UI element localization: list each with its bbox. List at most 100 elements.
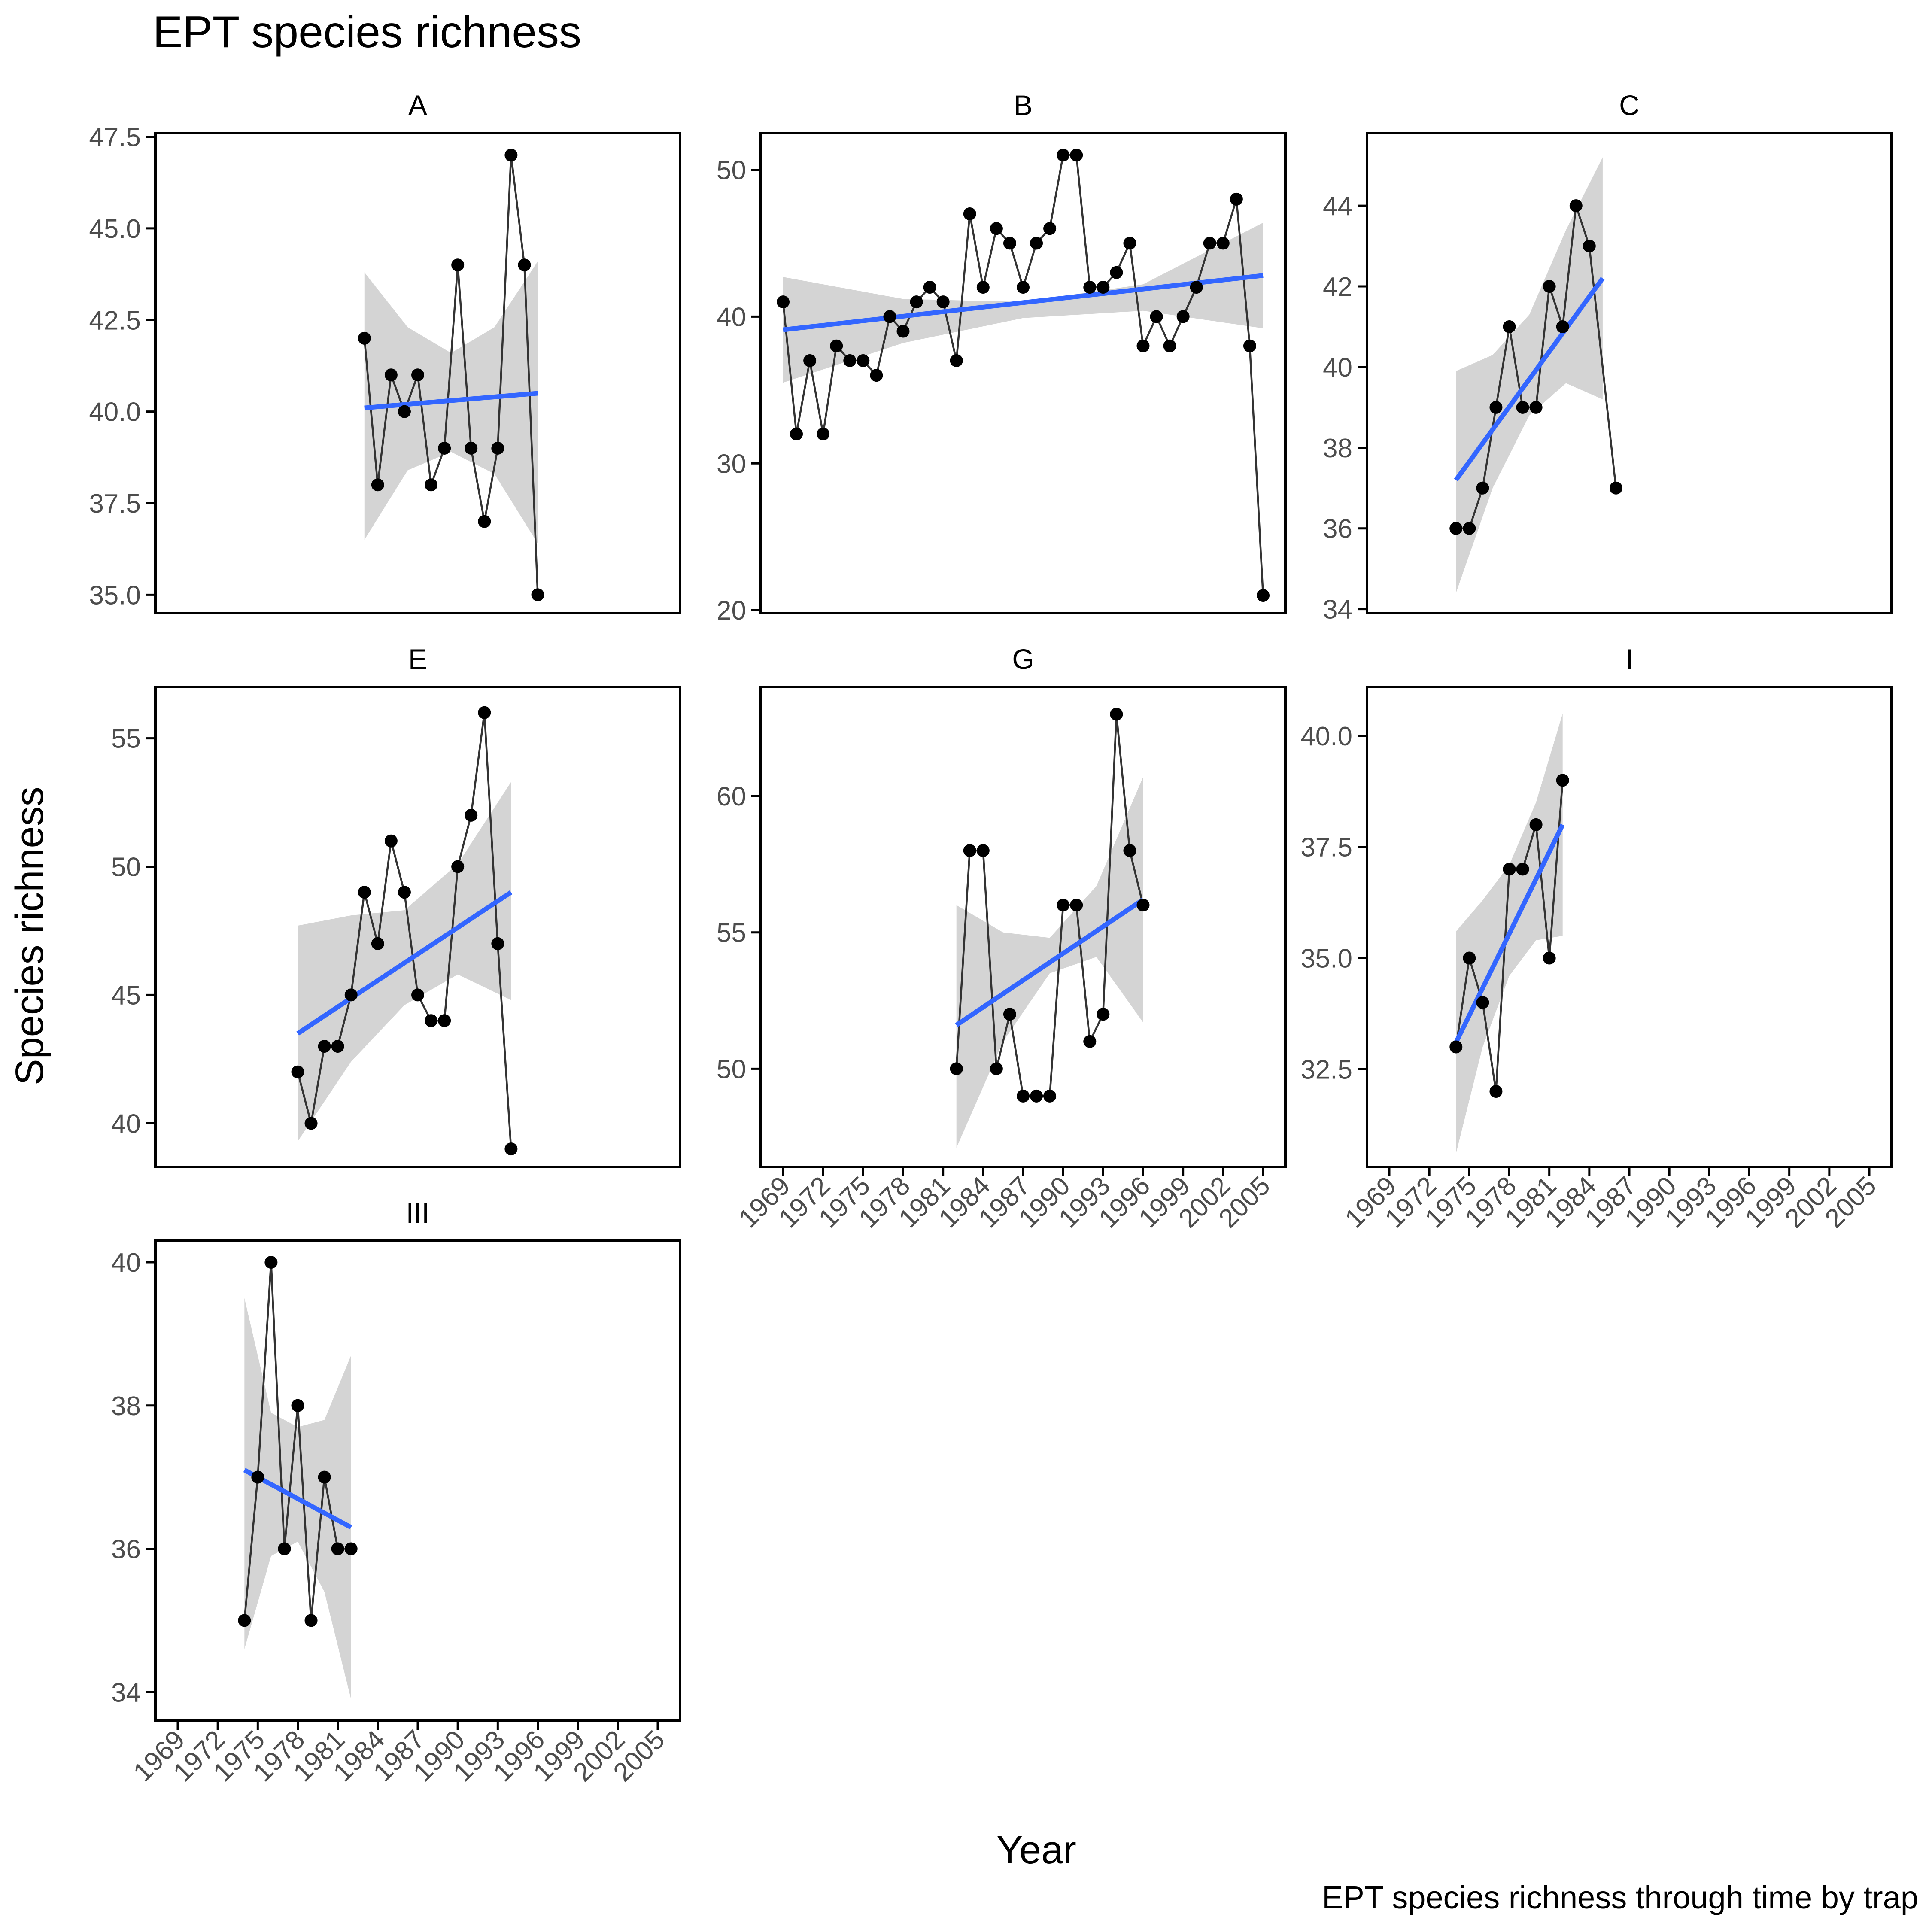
trend-line: [1454, 276, 1605, 482]
data-point: [425, 478, 438, 492]
data-point: [1476, 996, 1489, 1009]
chart-panels: A 35.0 37.5 40.0 42.5 45.0 47.5 B 20 30 40 50 C 34 36 3…: [89, 89, 1893, 1787]
data-point: [491, 441, 504, 455]
data-point: [318, 1470, 331, 1484]
data-point: [1070, 149, 1083, 162]
facet-panel-a: A 35.0 37.5 40.0 42.5 45.0 47.5: [89, 89, 681, 614]
data-point: [344, 1542, 358, 1555]
data-point: [411, 368, 424, 382]
y-tick-label: 32.5: [1300, 1055, 1352, 1084]
series-line: [782, 154, 1264, 596]
data-point: [1556, 320, 1569, 333]
data-point: [1003, 1008, 1016, 1021]
data-point: [398, 405, 411, 418]
data-point: [1583, 240, 1596, 253]
data-point: [478, 515, 491, 528]
data-point: [976, 844, 990, 857]
data-point: [1083, 280, 1097, 294]
data-point: [910, 295, 923, 309]
data-point: [291, 1399, 304, 1412]
data-point: [1503, 863, 1516, 876]
y-tick-label: 50: [717, 155, 746, 185]
data-point: [1609, 481, 1622, 495]
series-line: [1456, 205, 1617, 529]
data-point: [344, 988, 358, 1002]
y-tick-label: 45: [111, 981, 141, 1010]
data-point: [291, 1065, 304, 1078]
y-tick-label: 40.0: [89, 398, 141, 427]
data-point: [857, 354, 870, 367]
data-point: [870, 369, 883, 382]
data-point: [1097, 280, 1110, 294]
trend-line: [296, 890, 513, 1036]
data-point: [830, 339, 843, 352]
facet-label: A: [408, 89, 427, 121]
data-point: [251, 1470, 264, 1484]
data-point: [1136, 339, 1150, 352]
data-point: [451, 860, 465, 873]
data-point: [425, 1014, 438, 1027]
data-point: [331, 1542, 344, 1555]
data-point: [1163, 339, 1176, 352]
panel-border: [154, 686, 681, 1168]
y-tick-label: 40: [111, 1109, 141, 1139]
confidence-band: [1456, 157, 1603, 593]
data-point: [518, 258, 531, 272]
trend-line: [955, 897, 1145, 1027]
data-point: [1529, 401, 1543, 414]
data-point: [1243, 339, 1256, 352]
y-tick-label: 35.0: [89, 580, 141, 610]
facet-panel-b: B 20 30 40 50: [717, 89, 1287, 626]
panel-border: [1366, 686, 1893, 1168]
data-point: [1449, 522, 1463, 535]
y-tick-label: 40.0: [1300, 722, 1352, 751]
panel-border: [759, 132, 1287, 614]
data-point: [1123, 844, 1136, 857]
data-point: [990, 222, 1003, 235]
data-point: [411, 988, 424, 1002]
data-point: [896, 325, 910, 338]
data-point: [278, 1542, 291, 1555]
data-point: [1043, 222, 1057, 235]
y-tick-label: 42: [1323, 272, 1352, 302]
data-point: [990, 1062, 1003, 1075]
facet-label: B: [1014, 89, 1033, 121]
data-point: [1003, 237, 1016, 250]
data-point: [1043, 1089, 1057, 1103]
data-point: [1070, 899, 1083, 912]
data-point: [1543, 280, 1556, 293]
data-point: [803, 354, 817, 367]
data-point: [963, 844, 976, 857]
data-point: [1057, 149, 1070, 162]
data-point: [304, 1117, 318, 1130]
y-tick-label: 60: [717, 782, 746, 811]
data-point: [963, 207, 976, 221]
data-point: [1503, 320, 1516, 333]
data-point: [371, 478, 384, 492]
data-point: [1449, 1040, 1463, 1054]
data-point: [1097, 1008, 1110, 1021]
y-tick-label: 30: [717, 449, 746, 479]
data-point: [1030, 1089, 1043, 1103]
data-point: [465, 441, 478, 455]
data-point: [923, 280, 936, 294]
data-point: [950, 1062, 963, 1075]
facet-panel-i: I32.535.037.540.019691972197519781981198…: [1300, 643, 1893, 1233]
y-tick-label: 40: [1323, 353, 1352, 383]
data-point: [1057, 899, 1070, 912]
y-tick-label: 36: [1323, 514, 1352, 544]
data-point: [817, 427, 830, 440]
facet-panel-e: E 40 45 50 55: [111, 643, 681, 1168]
data-point: [843, 354, 857, 367]
y-tick-label: 42.5: [89, 306, 141, 335]
data-point: [1529, 818, 1543, 831]
chart-title: EPT species richness: [153, 7, 581, 57]
y-tick-label: 34: [111, 1678, 141, 1707]
facet-label: I: [1625, 643, 1633, 675]
data-point: [976, 280, 990, 294]
panel-border: [154, 132, 681, 614]
data-point: [1136, 899, 1150, 912]
facet-label: G: [1012, 643, 1034, 675]
data-point: [238, 1614, 251, 1627]
facet-label: E: [408, 643, 427, 675]
